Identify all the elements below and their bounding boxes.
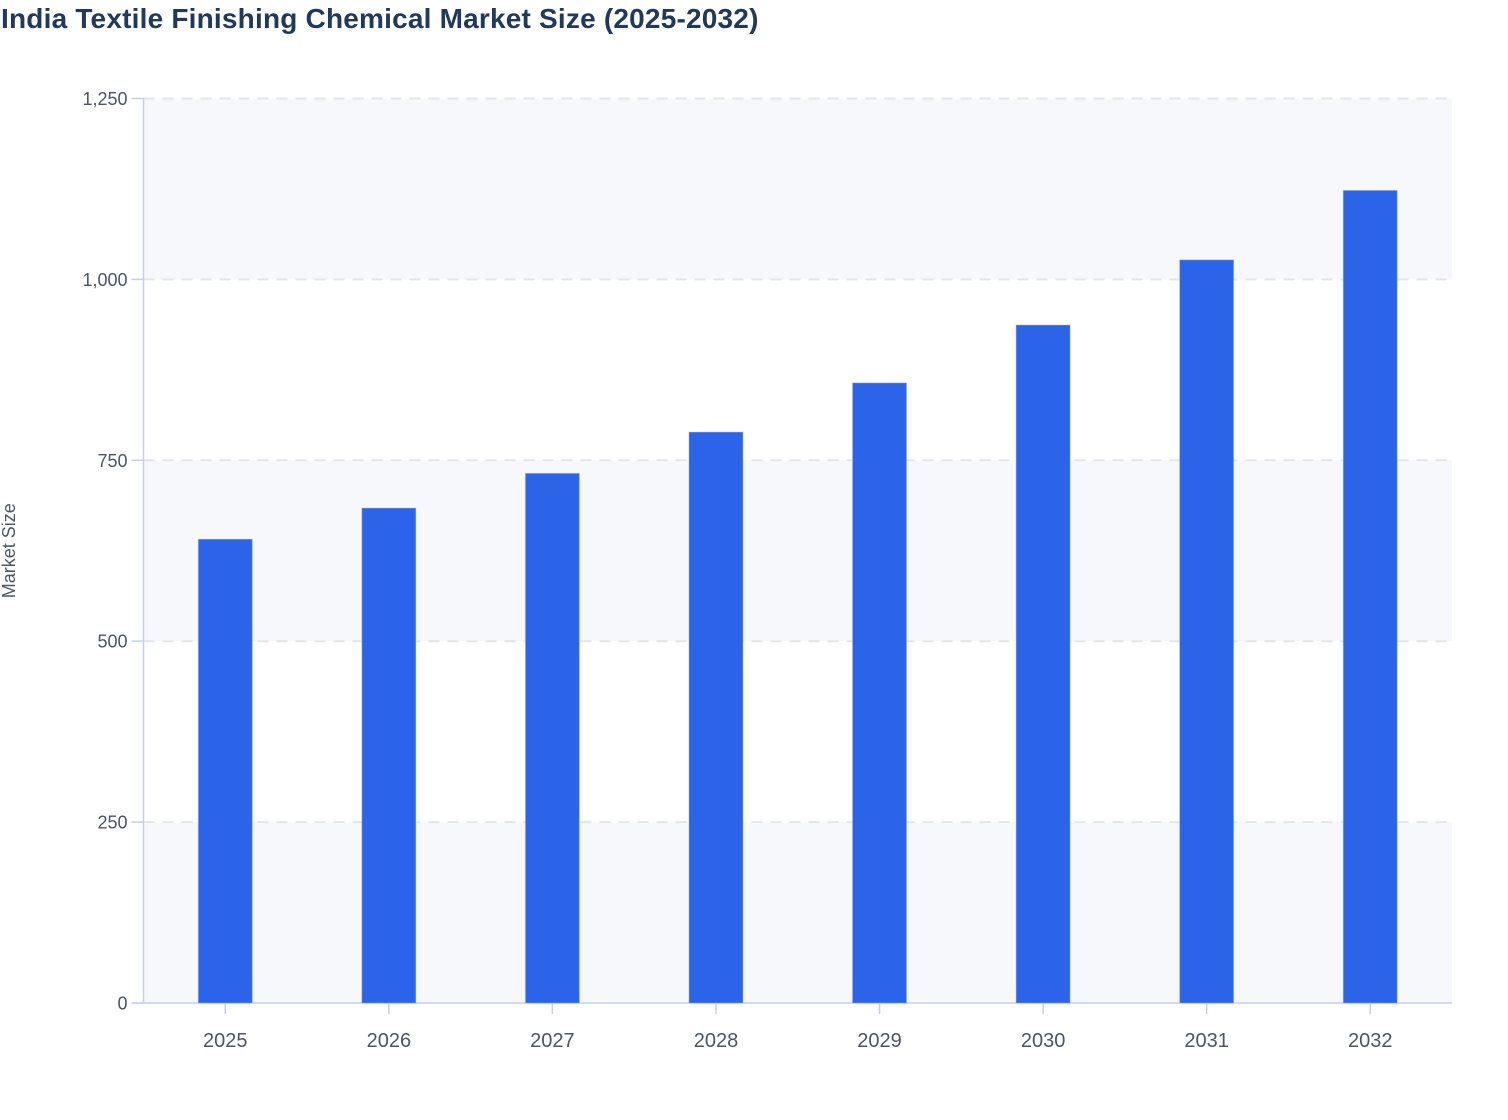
- y-tick-label-250: 250: [97, 813, 127, 833]
- x-tick-label-2032: 2032: [1348, 1030, 1393, 1052]
- bar-2026[interactable]: [361, 507, 417, 1004]
- x-tick-label-2027: 2027: [530, 1030, 575, 1052]
- y-tick-label-1000: 1,000: [82, 270, 127, 290]
- bar-2030[interactable]: [1015, 324, 1071, 1004]
- plot-band: [143, 98, 1452, 280]
- bar-2025[interactable]: [197, 538, 253, 1004]
- x-tick-label-2031: 2031: [1184, 1030, 1229, 1052]
- chart-title: India Textile Finishing Chemical Market …: [1, 3, 759, 34]
- bar-2032[interactable]: [1342, 189, 1398, 1004]
- y-tick-label-500: 500: [97, 632, 127, 652]
- bar-2028[interactable]: [688, 431, 744, 1004]
- bar-2027[interactable]: [524, 472, 580, 1004]
- y-tick-label-0: 0: [117, 994, 127, 1014]
- plot-band: [143, 460, 1452, 642]
- x-tick-label-2030: 2030: [1021, 1030, 1066, 1052]
- y-tick-label-1250: 1,250: [82, 89, 127, 109]
- x-tick-label-2025: 2025: [203, 1030, 248, 1052]
- x-tick-label-2028: 2028: [694, 1030, 739, 1052]
- bar-2031[interactable]: [1179, 259, 1235, 1004]
- x-tick-label-2029: 2029: [857, 1030, 902, 1052]
- plot-band: [143, 822, 1452, 1003]
- x-tick-label-2026: 2026: [367, 1030, 412, 1052]
- y-tick-label-750: 750: [97, 451, 127, 471]
- y-axis-title: Market Size: [0, 503, 19, 598]
- bar-2029[interactable]: [852, 382, 908, 1004]
